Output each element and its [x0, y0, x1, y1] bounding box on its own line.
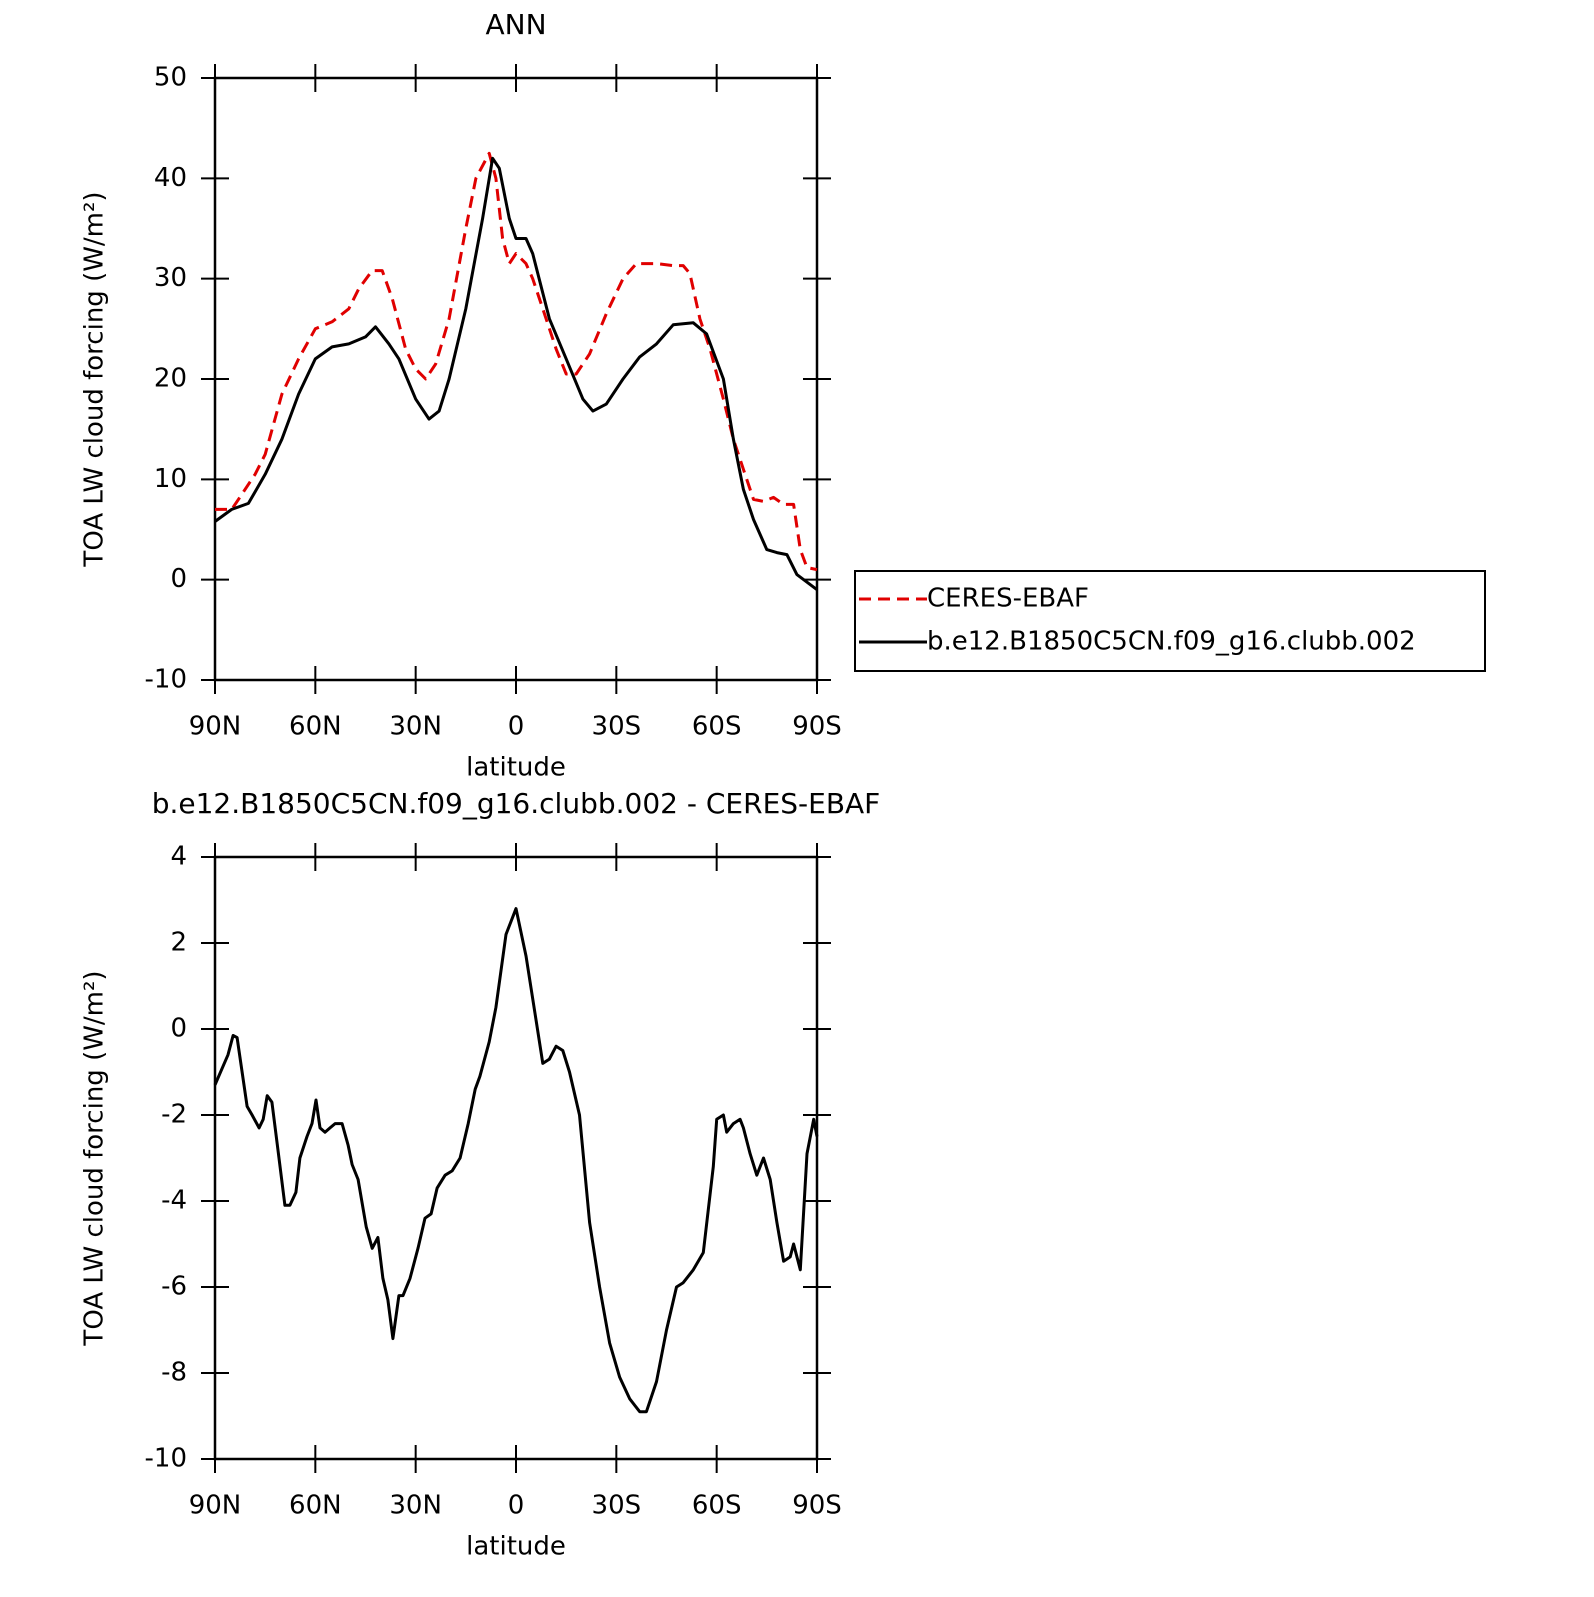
- x-tick-label: 90N: [189, 1491, 242, 1521]
- y-tick-label: -4: [161, 1186, 187, 1216]
- y-tick-label: -10: [145, 1444, 187, 1474]
- x-tick-label: 0: [508, 712, 525, 742]
- x-tick-label: 90S: [792, 1491, 842, 1521]
- data-line: [214, 156, 818, 591]
- data-line: [215, 151, 818, 572]
- y-tick-label: 4: [170, 842, 187, 872]
- x-tick-label: 60S: [692, 1491, 742, 1521]
- x-tick-label: 60N: [289, 1491, 342, 1521]
- y-tick-label: 10: [154, 464, 187, 494]
- y-tick-label: -6: [161, 1272, 187, 1302]
- x-tick-label: 90S: [792, 712, 842, 742]
- y-tick-label: -10: [145, 665, 187, 695]
- x-tick-label: 30N: [389, 1491, 442, 1521]
- x-axis-label: latitude: [466, 1532, 566, 1562]
- y-tick-label: -2: [161, 1100, 187, 1130]
- x-tick-label: 90N: [189, 712, 242, 742]
- data-line: [213, 907, 819, 1414]
- x-axis-label: latitude: [466, 753, 566, 783]
- y-tick-label: 2: [170, 928, 187, 958]
- x-tick-label: 30N: [389, 712, 442, 742]
- y-tick-label: 0: [170, 564, 187, 594]
- chart-title: ANN: [485, 8, 546, 41]
- y-tick-label: 20: [154, 364, 187, 394]
- legend-label: b.e12.B1850C5CN.f09_g16.clubb.002: [927, 627, 1416, 657]
- x-tick-label: 30S: [592, 712, 642, 742]
- x-tick-label: 30S: [592, 1491, 642, 1521]
- y-tick-label: -8: [161, 1358, 187, 1388]
- y-tick-label: 40: [154, 163, 187, 193]
- x-tick-label: 60S: [692, 712, 742, 742]
- y-tick-label: 50: [154, 63, 187, 93]
- y-axis-label: TOA LW cloud forcing (W/m²): [80, 191, 110, 567]
- chart-title: b.e12.B1850C5CN.f09_g16.clubb.002 - CERE…: [152, 787, 881, 820]
- plot-frame: [213, 855, 819, 1461]
- legend-label: CERES-EBAF: [927, 584, 1089, 614]
- legend-box: [854, 570, 1486, 672]
- y-tick-label: 0: [170, 1014, 187, 1044]
- y-tick-label: 30: [154, 263, 187, 293]
- x-tick-label: 0: [508, 1491, 525, 1521]
- y-axis-label: TOA LW cloud forcing (W/m²): [80, 970, 110, 1346]
- x-tick-label: 60N: [289, 712, 342, 742]
